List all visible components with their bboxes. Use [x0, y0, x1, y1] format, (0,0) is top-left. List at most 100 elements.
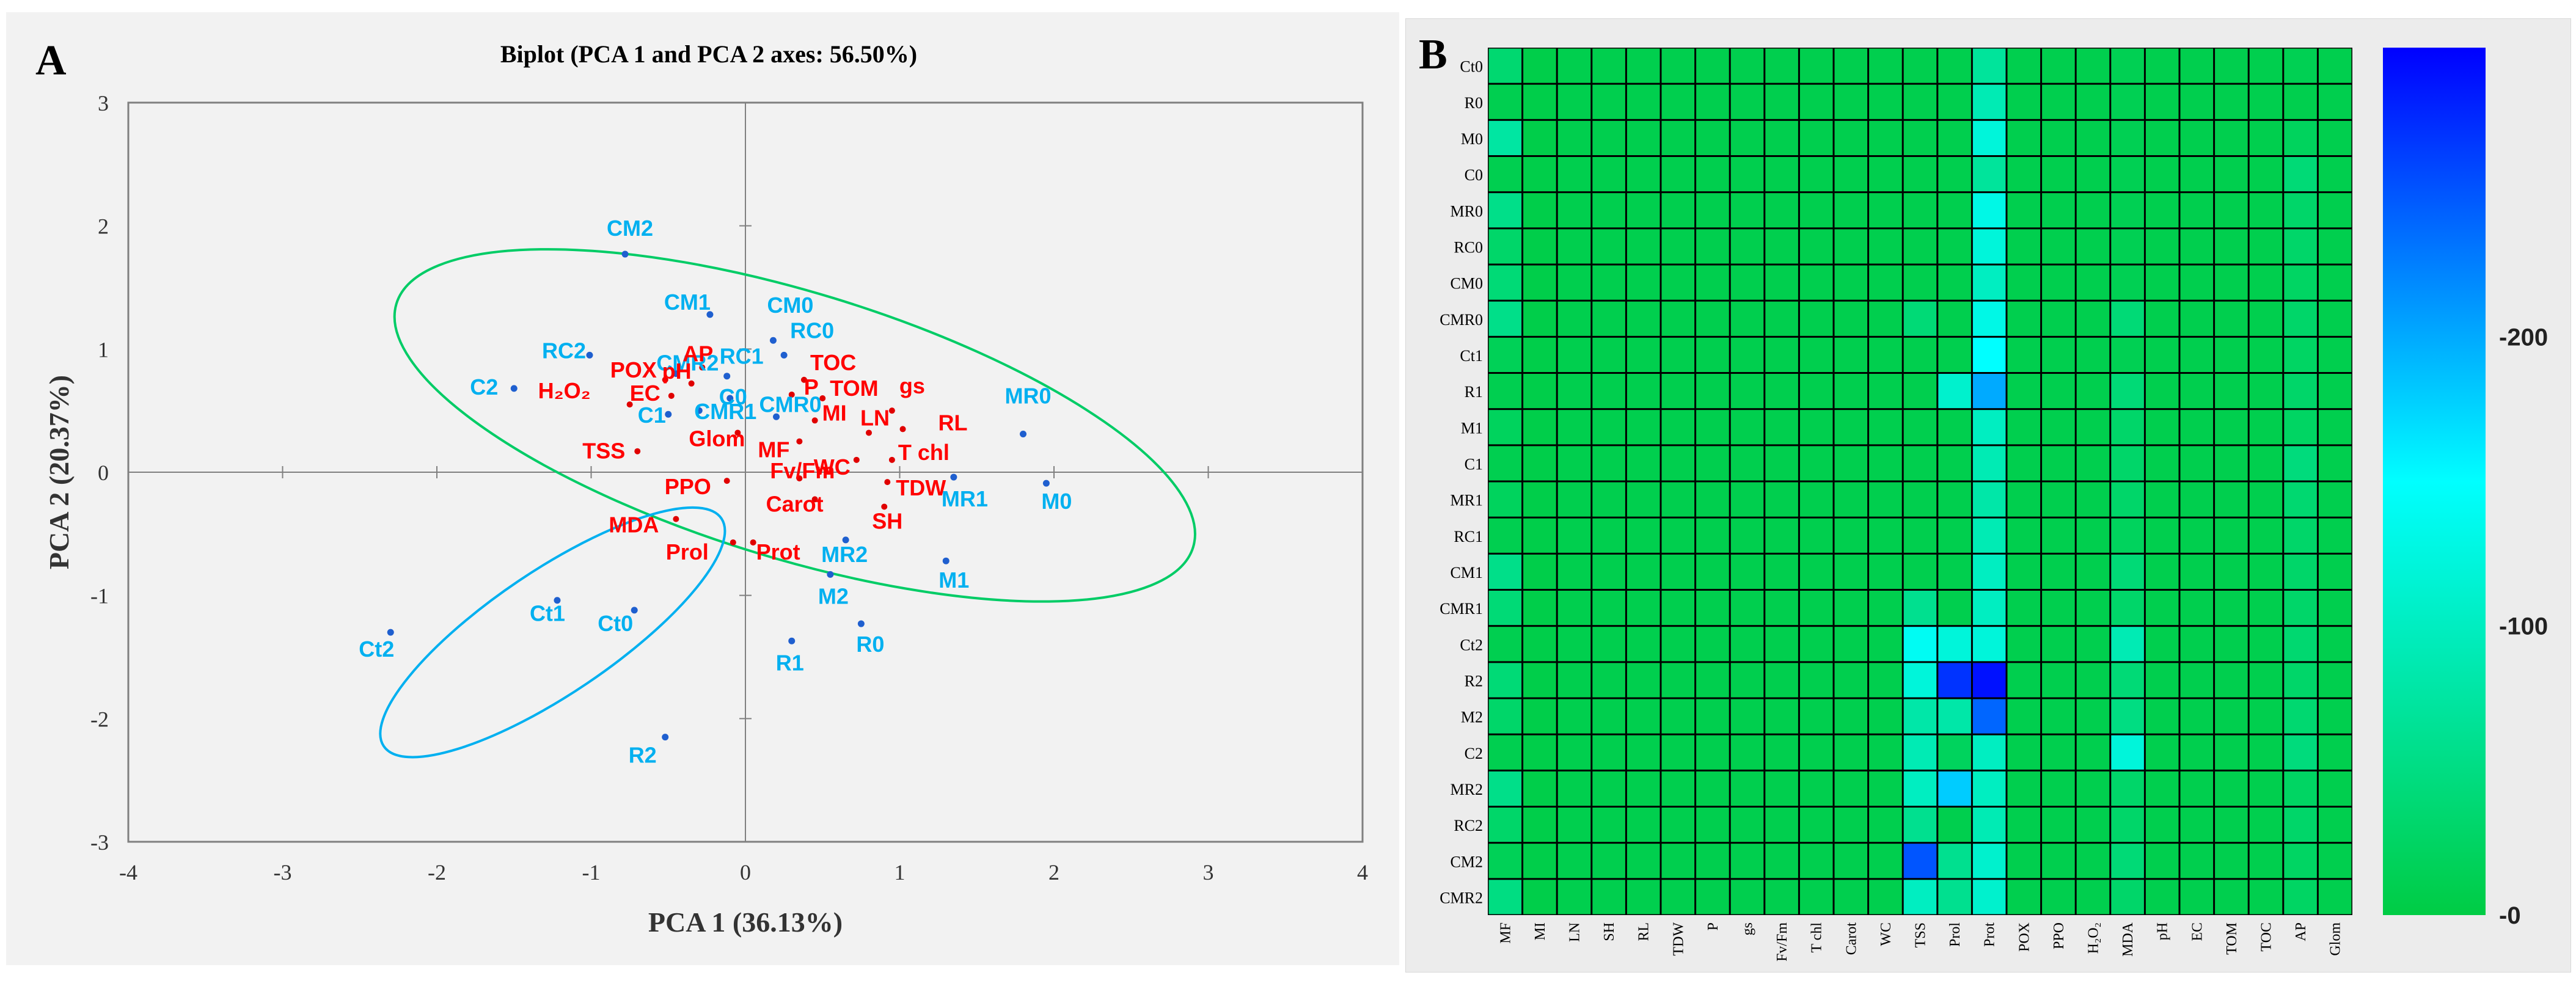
variable-label: AP	[682, 341, 713, 367]
heatmap-cell	[1972, 120, 2006, 155]
variable-point	[730, 539, 736, 546]
heatmap-cell	[2042, 410, 2075, 445]
heatmap-cell	[1765, 193, 1798, 228]
heatmap-cell	[2318, 48, 2352, 83]
heatmap-cell	[1592, 446, 1625, 481]
heatmap-cell	[1696, 627, 1729, 662]
row-label: MR1	[1451, 492, 1483, 509]
variable-label: POX	[610, 357, 657, 382]
heatmap-cell	[1661, 48, 1695, 83]
heatmap-cell	[2111, 735, 2144, 770]
heatmap-cell	[1488, 627, 1522, 662]
column-label: EC	[2189, 922, 2205, 941]
column-label: TSS	[1913, 922, 1929, 947]
heatmap-cell	[2111, 880, 2144, 914]
heatmap-cell	[2284, 482, 2317, 517]
heatmap-cell	[2215, 229, 2248, 264]
heatmap-cell	[2007, 518, 2041, 553]
heatmap-cell	[2007, 337, 2041, 372]
heatmap-cell	[1869, 591, 1902, 626]
heatmap-cell	[1869, 446, 1902, 481]
variable-point	[853, 456, 860, 463]
variable-point	[626, 401, 633, 408]
heatmap-cell	[1696, 48, 1729, 83]
heatmap-cell	[1557, 808, 1591, 842]
variable-label: Glom	[689, 426, 745, 451]
heatmap-cell	[1557, 193, 1591, 228]
heatmap-cell	[1661, 229, 1695, 264]
variable-point	[819, 395, 826, 401]
heatmap-cell	[1834, 482, 1868, 517]
heatmap-cell	[2007, 120, 2041, 155]
heatmap-cell	[1834, 229, 1868, 264]
observation-point	[769, 337, 777, 344]
heatmap-cell	[2249, 627, 2283, 662]
heatmap-cell	[1799, 844, 1833, 878]
heatmap-cell	[2284, 374, 2317, 409]
heatmap-cell	[2076, 265, 2110, 300]
heatmap-cell	[1626, 663, 1660, 698]
heatmap-cell	[2042, 735, 2075, 770]
heatmap-cell	[2249, 446, 2283, 481]
heatmap-cell	[1869, 554, 1902, 589]
heatmap-cell	[2007, 880, 2041, 914]
heatmap-cell	[1938, 410, 1971, 445]
heatmap-cell	[2007, 229, 2041, 264]
heatmap-cell	[2180, 663, 2214, 698]
heatmap-cell	[1626, 193, 1660, 228]
heatmap-cell	[1765, 301, 1798, 336]
heatmap-cell	[1765, 84, 1798, 119]
heatmap-cell	[2180, 808, 2214, 842]
heatmap-cell	[2111, 699, 2144, 734]
y-tick-label: -3	[90, 830, 109, 855]
variable-label: Prot	[756, 539, 800, 564]
heatmap-cell	[2145, 844, 2179, 878]
heatmap-cell	[2180, 699, 2214, 734]
heatmap-cell	[1557, 374, 1591, 409]
heatmap-cell	[2215, 880, 2248, 914]
heatmap-cell	[2318, 337, 2352, 372]
heatmap-cell	[1765, 374, 1798, 409]
heatmap-cell	[2076, 663, 2110, 698]
heatmap-cell	[1972, 410, 2006, 445]
variable-label: RL	[939, 410, 968, 435]
heatmap-cell	[2145, 554, 2179, 589]
heatmap-cell	[1799, 374, 1833, 409]
heatmap-cell	[1903, 84, 1937, 119]
observation-point	[827, 571, 834, 578]
heatmap-cell	[1834, 84, 1868, 119]
variable-point	[634, 448, 641, 454]
heatmap-cell	[2042, 301, 2075, 336]
row-label: C1	[1465, 455, 1483, 473]
heatmap-cell	[1938, 699, 1971, 734]
heatmap-cell	[2318, 591, 2352, 626]
heatmap-cell	[1523, 880, 1556, 914]
panel-b-letter: B	[1419, 31, 1447, 78]
heatmap-cell	[2249, 482, 2283, 517]
row-label: CMR2	[1440, 889, 1483, 907]
heatmap-cell	[1523, 844, 1556, 878]
heatmap-cell	[2215, 265, 2248, 300]
row-label: RC0	[1454, 238, 1483, 256]
heatmap-cell	[1834, 518, 1868, 553]
row-label: RC2	[1454, 817, 1483, 834]
heatmap-cell	[1661, 699, 1695, 734]
heatmap-cell	[2111, 120, 2144, 155]
row-label: R2	[1465, 672, 1483, 690]
heatmap-cell	[1523, 808, 1556, 842]
heatmap-cell	[1626, 446, 1660, 481]
heatmap-cell	[2007, 663, 2041, 698]
heatmap-cell	[2318, 265, 2352, 300]
heatmap-cell	[1488, 699, 1522, 734]
heatmap-cell	[2042, 554, 2075, 589]
heatmap-cell	[1696, 120, 1729, 155]
heatmap-cell	[2042, 699, 2075, 734]
variable-point	[673, 516, 679, 522]
variable-point	[750, 539, 756, 546]
heatmap-cell	[1765, 48, 1798, 83]
heatmap-cell	[2042, 193, 2075, 228]
heatmap-cell	[2111, 84, 2144, 119]
row-label: C2	[1465, 745, 1483, 762]
heatmap-cell	[1765, 337, 1798, 372]
heatmap-cell	[1661, 301, 1695, 336]
